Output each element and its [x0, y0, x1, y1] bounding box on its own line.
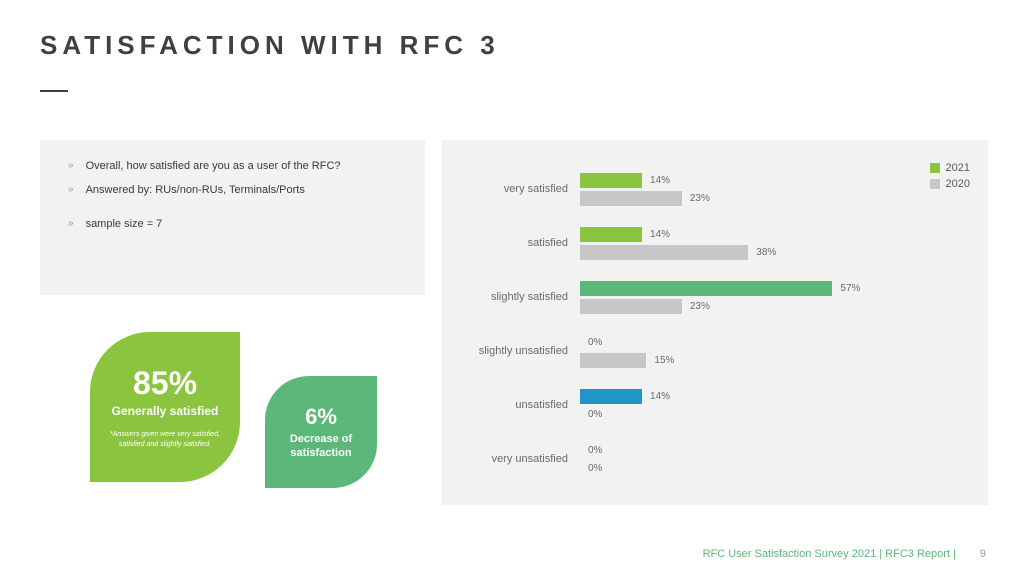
chart-category-row: very unsatisfied 0% 0%	[460, 432, 970, 486]
bar-line: 23%	[580, 298, 970, 314]
bar	[580, 245, 748, 260]
bar	[580, 173, 642, 188]
bar-value-label: 0%	[588, 409, 602, 420]
page-title: SATISFACTION WITH RFC 3	[40, 30, 500, 61]
info-row: » sample size = 7	[68, 218, 397, 230]
info-row: » Answered by: RUs/non-RUs, Terminals/Po…	[68, 184, 397, 196]
category-label: satisfied	[460, 237, 580, 249]
summary-label: Decrease of satisfaction	[275, 432, 367, 461]
category-label: unsatisfied	[460, 399, 580, 411]
bar-line: 0%	[580, 334, 970, 350]
bar-line: 0%	[580, 460, 970, 476]
satisfaction-bar-chart: 20212020 very satisfied14%23%satisfied14…	[442, 140, 988, 505]
summary-percent: 6%	[305, 404, 337, 430]
chart-category-row: satisfied 14% 38%	[460, 216, 970, 270]
summary-leaf-decrease: 6% Decrease of satisfaction	[265, 376, 377, 488]
bullet-icon: »	[68, 218, 74, 230]
bar-value-label: 38%	[756, 247, 776, 258]
bar-line: 14%	[580, 172, 970, 188]
bar-value-label: 0%	[588, 445, 602, 456]
category-label: slightly unsatisfied	[460, 345, 580, 357]
chart-category-row: very satisfied 14% 23%	[460, 162, 970, 216]
bar-value-label: 14%	[650, 175, 670, 186]
bar	[580, 299, 682, 314]
summary-percent: 85%	[133, 365, 197, 402]
info-text: Answered by: RUs/non-RUs, Terminals/Port…	[86, 184, 305, 196]
bar-value-label: 23%	[690, 193, 710, 204]
sample-size-text: sample size = 7	[86, 218, 163, 230]
bar	[580, 389, 642, 404]
bar	[580, 353, 646, 368]
bars-group: 14% 38%	[580, 225, 970, 261]
chart-rows: very satisfied 14% 23% satisfied 14% 38% sligh…	[460, 162, 970, 486]
chart-category-row: unsatisfied 14% 0%	[460, 378, 970, 432]
bar-value-label: 15%	[654, 355, 674, 366]
bar-value-label: 0%	[588, 337, 602, 348]
page-footer: RFC User Satisfaction Survey 2021 | RFC3…	[703, 548, 986, 560]
bars-group: 14% 0%	[580, 387, 970, 423]
page-number: 9	[980, 548, 986, 560]
info-text: Overall, how satisfied are you as a user…	[86, 160, 341, 172]
bars-group: 0% 15%	[580, 333, 970, 369]
title-underline	[40, 90, 68, 92]
bar-line: 0%	[580, 406, 970, 422]
bar-line: 0%	[580, 442, 970, 458]
summary-label: Generally satisfied	[112, 404, 219, 418]
info-row: » Overall, how satisfied are you as a us…	[68, 160, 397, 172]
bar-value-label: 57%	[840, 283, 860, 294]
bar-line: 57%	[580, 280, 970, 296]
summary-leaf-satisfied: 85% Generally satisfied *Answers given w…	[90, 332, 240, 482]
bar-value-label: 14%	[650, 391, 670, 402]
bars-group: 14% 23%	[580, 171, 970, 207]
bar-value-label: 0%	[588, 463, 602, 474]
category-label: slightly satisfied	[460, 291, 580, 303]
bullet-icon: »	[68, 160, 74, 172]
category-label: very unsatisfied	[460, 453, 580, 465]
bar	[580, 191, 682, 206]
bar	[580, 227, 642, 242]
chart-category-row: slightly satisfied 57% 23%	[460, 270, 970, 324]
bar-value-label: 23%	[690, 301, 710, 312]
category-label: very satisfied	[460, 183, 580, 195]
bar-line: 15%	[580, 352, 970, 368]
bars-group: 0% 0%	[580, 441, 970, 477]
bar	[580, 281, 832, 296]
bar-line: 38%	[580, 244, 970, 260]
footer-text: RFC User Satisfaction Survey 2021 | RFC3…	[703, 548, 956, 560]
summary-note: *Answers given were very satisfied, sati…	[100, 430, 230, 448]
bullet-icon: »	[68, 184, 74, 196]
bar-line: 14%	[580, 388, 970, 404]
info-box: » Overall, how satisfied are you as a us…	[40, 140, 425, 295]
bars-group: 57% 23%	[580, 279, 970, 315]
bar-value-label: 14%	[650, 229, 670, 240]
bar-line: 14%	[580, 226, 970, 242]
bar-line: 23%	[580, 190, 970, 206]
chart-category-row: slightly unsatisfied 0% 15%	[460, 324, 970, 378]
